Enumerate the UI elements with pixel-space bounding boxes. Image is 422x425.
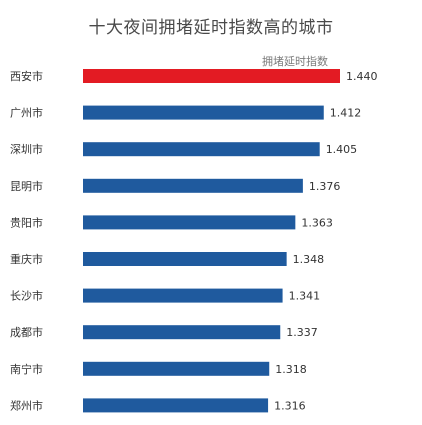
category-label: 南宁市 <box>10 362 43 376</box>
value-label: 1.363 <box>301 216 333 229</box>
category-label: 昆明市 <box>10 179 43 193</box>
value-label: 1.348 <box>293 253 325 266</box>
category-label: 长沙市 <box>10 289 43 303</box>
bar <box>83 69 340 83</box>
category-label: 郑州市 <box>10 398 43 412</box>
value-label: 1.316 <box>274 399 306 412</box>
category-label: 贵阳市 <box>10 215 43 229</box>
bar <box>83 178 303 193</box>
bar <box>83 105 324 120</box>
value-label: 1.412 <box>330 107 362 120</box>
bar <box>83 215 296 230</box>
value-label: 1.405 <box>326 143 358 156</box>
bar <box>83 398 269 413</box>
bar <box>83 288 283 303</box>
value-label: 1.376 <box>309 180 341 193</box>
bar <box>83 252 287 266</box>
bar <box>83 325 281 340</box>
value-label: 1.341 <box>289 290 321 303</box>
bar <box>83 361 270 376</box>
value-label: 1.440 <box>346 70 378 83</box>
value-label: 1.318 <box>275 363 307 376</box>
value-label: 1.337 <box>286 326 318 339</box>
category-label: 重庆市 <box>10 252 43 266</box>
category-label: 深圳市 <box>10 142 43 156</box>
bar <box>83 142 320 157</box>
chart-title: 十大夜间拥堵延时指数高的城市 <box>88 18 334 38</box>
category-label: 成都市 <box>10 325 43 339</box>
category-label: 西安市 <box>10 69 43 83</box>
legend-series-label: 拥堵延时指数 <box>262 55 328 68</box>
category-label: 广州市 <box>10 106 43 120</box>
